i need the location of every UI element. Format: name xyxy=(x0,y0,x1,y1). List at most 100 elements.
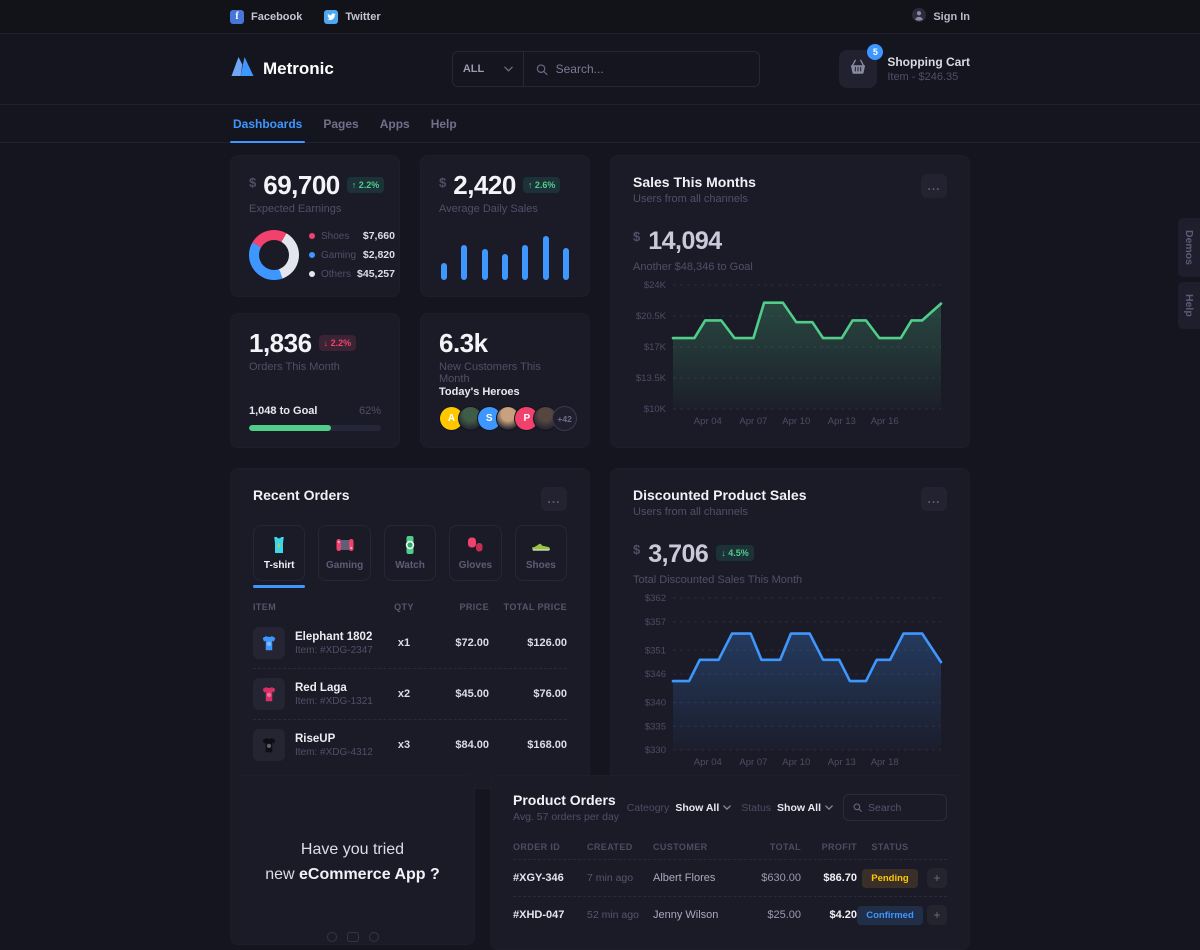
bar xyxy=(481,249,488,280)
ellipsis-menu-button[interactable]: ... xyxy=(921,487,947,511)
svg-text:Apr 07: Apr 07 xyxy=(739,757,767,768)
column-header: TOTAL xyxy=(769,842,801,852)
svg-text:Apr 13: Apr 13 xyxy=(828,416,856,427)
product-total-price: $76.00 xyxy=(533,688,567,700)
bar xyxy=(562,247,569,280)
card-title: Discounted Product Sales xyxy=(633,487,807,503)
order-created: 52 min ago xyxy=(587,909,639,921)
facebook-icon: f xyxy=(230,9,244,24)
tab-label: Watch xyxy=(395,560,425,571)
nav-item-help[interactable]: Help xyxy=(430,116,457,131)
product-price: $45.00 xyxy=(455,688,489,700)
brand-name: Metronic xyxy=(263,59,334,78)
dashboard-main: $ 69,700 ↑ 2.2% Expected Earnings Shoes … xyxy=(230,155,970,950)
table-row[interactable]: Elephant 1802 Item: #XDG-2347 x1 $72.00 … xyxy=(253,618,567,669)
orders-this-month-card: 1,836 ↓ 2.2% Orders This Month 1,048 to … xyxy=(230,313,400,448)
sales-this-months-chart: $24K $20.5K $17K $13.5K $10K Apr 04 Apr 07 Apr … xyxy=(636,280,943,427)
delta-badge: ↑ 2.6% xyxy=(522,177,561,193)
help-tab[interactable]: Help xyxy=(1178,282,1200,329)
tab-t-shirt[interactable]: T-shirt xyxy=(253,525,306,588)
orders-search-box[interactable] xyxy=(843,794,947,821)
card-subtitle: Users from all channels xyxy=(633,193,748,205)
promo-line2: new xyxy=(265,865,299,883)
table-row[interactable]: #XHD-047 52 min ago Jenny Wilson $25.00 … xyxy=(513,897,947,933)
legend-value: $7,660 xyxy=(362,230,395,242)
column-header: TOTAL PRICE xyxy=(503,602,567,612)
tab-gaming[interactable]: Gaming xyxy=(318,525,371,588)
column-header: QTY xyxy=(394,602,414,612)
orders-label: Orders This Month xyxy=(249,361,340,374)
facebook-label: Facebook xyxy=(251,10,303,23)
product-total-price: $126.00 xyxy=(527,637,567,649)
legend-row-others: Others $45,257 xyxy=(309,268,395,280)
sign-in-label: Sign In xyxy=(933,10,970,23)
delta-badge: ↑ 2.2% xyxy=(346,177,385,193)
status-badge: Confirmed xyxy=(857,906,923,925)
svg-text:Apr 16: Apr 16 xyxy=(871,416,899,427)
column-header: PRICE xyxy=(459,602,489,612)
demos-tab[interactable]: Demos xyxy=(1178,218,1200,278)
expected-earnings-card: $ 69,700 ↑ 2.2% Expected Earnings Shoes … xyxy=(230,155,400,297)
tab-watch[interactable]: Watch xyxy=(383,525,437,588)
currency-symbol: $ xyxy=(633,542,641,557)
order-customer: Albert Flores xyxy=(653,872,716,884)
product-thumbnail xyxy=(253,627,285,659)
order-profit: $86.70 xyxy=(823,872,857,884)
nav-item-pages[interactable]: Pages xyxy=(323,116,359,131)
ellipsis-menu-button[interactable]: ... xyxy=(541,487,567,511)
sales-line-chart: $24K $20.5K $17K $13.5K $10K Apr 04 Apr 07 Apr … xyxy=(633,279,947,429)
search-input[interactable] xyxy=(555,62,747,76)
brand-logo[interactable]: Metronic xyxy=(230,56,334,82)
expand-row-button[interactable]: + xyxy=(927,868,947,888)
nav-item-apps[interactable]: Apps xyxy=(379,116,410,131)
order-id: #XHD-047 xyxy=(513,909,565,921)
column-header: STATUS xyxy=(871,842,909,852)
search-icon xyxy=(853,803,862,812)
nav-item-dashboards[interactable]: Dashboards xyxy=(230,105,306,143)
order-id: #XGY-346 xyxy=(513,872,564,884)
ellipsis-menu-button[interactable]: ... xyxy=(921,174,947,198)
orders-search-input[interactable] xyxy=(868,801,937,814)
tshirt-icon xyxy=(262,686,276,702)
product-item-code: Item: #XDG-1321 xyxy=(295,695,373,707)
legend-row-shoes: Shoes $7,660 xyxy=(309,230,395,242)
search-box[interactable] xyxy=(523,51,760,87)
sign-in-button[interactable]: Sign In xyxy=(912,8,970,25)
category-filter[interactable]: Cateogry Show All xyxy=(627,802,732,814)
promo-line2-bold: eCommerce App ? xyxy=(299,865,440,883)
twitter-link[interactable]: Twitter xyxy=(324,9,381,24)
card-title: Sales This Months xyxy=(633,174,756,190)
column-header: CUSTOMER xyxy=(653,842,708,852)
order-profit: $4.20 xyxy=(829,909,857,921)
table-row[interactable]: #XGY-346 7 min ago Albert Flores $630.00… xyxy=(513,860,947,897)
svg-text:$330: $330 xyxy=(645,745,666,756)
table-row[interactable]: RiseUP Item: #XDG-4312 x3 $84.00 $168.00 xyxy=(253,720,567,770)
legend-dot xyxy=(309,233,315,239)
bar xyxy=(461,244,468,280)
product-qty: x2 xyxy=(397,688,411,700)
heroes-title: Today's Heroes xyxy=(439,386,520,398)
product-thumbnail xyxy=(253,678,285,710)
chevron-down-icon xyxy=(504,66,513,72)
tab-shoes[interactable]: Shoes xyxy=(514,525,568,588)
shopping-cart-button[interactable]: 5 Shopping Cart Item - $246.35 xyxy=(839,44,970,88)
product-price: $84.00 xyxy=(455,739,489,751)
svg-text:$17K: $17K xyxy=(644,342,667,353)
legend-dot xyxy=(309,271,315,277)
average-daily-sales-label: Average Daily Sales xyxy=(439,203,538,216)
expand-row-button[interactable]: + xyxy=(927,905,947,925)
tshirt-icon xyxy=(274,537,285,553)
order-customer: Jenny Wilson xyxy=(653,909,719,921)
table-row[interactable]: Red Laga Item: #XDG-1321 x2 $45.00 $76.0… xyxy=(253,669,567,720)
promo-text: Have you tried new eCommerce App ? xyxy=(255,838,450,888)
status-filter[interactable]: Status Show All xyxy=(741,802,833,814)
discounted-line-chart: $362 $357 $351 $346 $340 $335 $330 Apr 04 Apr 07… xyxy=(633,592,947,770)
tab-label: T-shirt xyxy=(263,560,295,571)
avatar-more[interactable]: +42 xyxy=(552,406,578,431)
product-thumbnail xyxy=(253,729,285,761)
tab-gloves[interactable]: Gloves xyxy=(449,525,502,588)
category-select[interactable]: ALL xyxy=(451,51,524,87)
column-header: ITEM xyxy=(253,602,277,612)
status-filter-value: Show All xyxy=(777,801,821,814)
facebook-link[interactable]: f Facebook xyxy=(230,9,303,24)
